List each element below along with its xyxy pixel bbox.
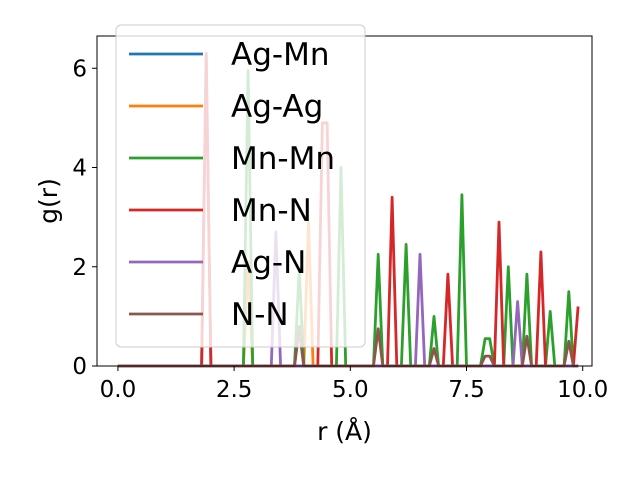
legend-label-ag-ag: Ag-Ag xyxy=(231,89,323,125)
x-tick-label: 10.0 xyxy=(557,377,608,403)
legend-label-mn-mn: Mn-Mn xyxy=(231,141,335,177)
y-tick-label: 0 xyxy=(72,354,87,380)
x-tick-label: 7.5 xyxy=(448,377,485,403)
legend: Ag-Mn Ag-Ag Mn-Mn Mn-N Ag-N N-N xyxy=(115,24,366,348)
x-tick-label: 5.0 xyxy=(332,377,369,403)
x-tick-label: 0.0 xyxy=(100,377,137,403)
legend-label-n-n: N-N xyxy=(231,297,289,333)
y-tick-label: 6 xyxy=(72,56,87,82)
x-axis-label: r (Å) xyxy=(317,417,372,446)
ticks-layer: 0.0 2.5 5.0 7.5 10.0 0 2 4 6 xyxy=(72,56,608,403)
legend-label-ag-n: Ag-N xyxy=(231,245,306,281)
x-tick-label: 2.5 xyxy=(216,377,253,403)
y-axis-label: g(r) xyxy=(34,178,63,224)
y-tick-label: 2 xyxy=(72,255,87,281)
legend-label-ag-mn: Ag-Mn xyxy=(231,37,329,73)
y-tick-label: 4 xyxy=(72,156,87,182)
legend-label-mn-n: Mn-N xyxy=(231,193,312,229)
